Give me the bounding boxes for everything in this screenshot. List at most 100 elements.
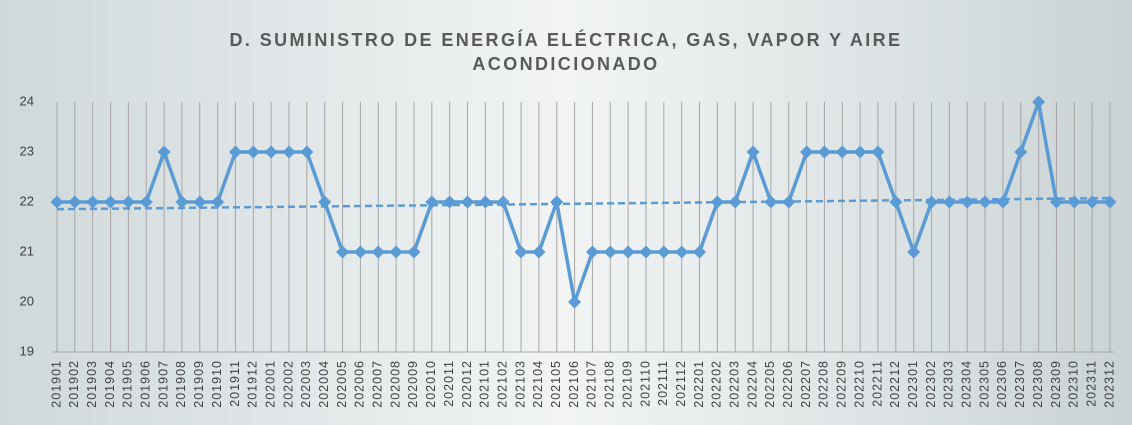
x-tick-label: 202310 [1067,360,1081,408]
data-point [800,145,814,159]
x-tick-label: 201901 [49,360,63,408]
y-tick-label: 21 [20,243,34,258]
x-tick-label: 202303 [942,360,956,408]
x-tick-label: 202107 [585,360,599,408]
data-point [353,245,367,259]
x-tick-label: 202306 [995,360,1009,408]
y-tick-label: 23 [20,143,34,158]
x-tick-label: 202109 [620,360,634,408]
x-tick-label: 202211 [870,360,884,407]
data-point [336,245,350,259]
data-point [139,195,153,209]
data-point [246,145,260,159]
data-point [300,145,314,159]
x-tick-label: 201907 [156,360,170,408]
chart-title: D. SUMINISTRO DE ENERGÍA ELÉCTRICA, GAS,… [229,30,903,74]
x-tick-label: 201911 [228,360,242,407]
x-tick-label: 202204 [745,360,759,408]
x-tick-label: 202106 [567,360,581,408]
x-tick-label: 202006 [353,360,367,408]
data-point [693,245,707,259]
x-tick-label: 202208 [817,360,831,408]
x-tick-label: 202104 [531,360,545,408]
x-tick-label: 202105 [549,360,563,408]
data-point [710,195,724,209]
x-tick-label: 202207 [799,360,813,408]
data-point [407,245,421,259]
data-point [389,245,403,259]
x-tick-label: 202210 [852,360,866,408]
data-point [657,245,671,259]
x-tick-label: 202201 [692,360,706,408]
data-point [942,195,956,209]
data-point [50,195,64,209]
data-point [514,245,528,259]
x-tick-label: 201904 [103,360,117,408]
data-point [585,245,599,259]
data-point [318,195,332,209]
x-tick-label: 202307 [1013,360,1027,408]
y-tick-label: 20 [20,293,34,308]
x-tick-label: 201910 [210,360,224,408]
data-point [443,195,457,209]
x-tick-label: 202008 [388,360,402,408]
data-point [621,245,635,259]
data-point [175,195,189,209]
data-point [550,195,564,209]
y-tick-label: 19 [20,343,34,358]
x-tick-label: 202209 [835,360,849,408]
x-tick-label: 201902 [67,360,81,408]
x-tick-label: 202206 [781,360,795,408]
y-tick-label: 22 [20,193,34,208]
x-tick-label: 202301 [906,360,920,408]
data-point [1103,195,1117,209]
data-point [835,145,849,159]
x-tick-label: 201912 [246,360,260,408]
x-tick-label: 202312 [1102,360,1116,408]
x-tick-label: 202203 [728,360,742,408]
x-tick-label: 202010 [424,360,438,408]
x-tick-label: 202004 [317,360,331,408]
data-point [1049,195,1063,209]
x-tick-label: 202308 [1031,360,1045,408]
data-point [532,245,546,259]
x-tick-label: 201906 [139,360,153,408]
x-tick-label: 202011 [442,360,456,407]
data-point [728,195,742,209]
data-point [496,195,510,209]
data-point [925,195,939,209]
data-point [228,145,242,159]
x-tick-label: 202205 [763,360,777,408]
x-tick-label: 202309 [1049,360,1063,408]
data-point [978,195,992,209]
data-point [960,195,974,209]
data-point [603,245,617,259]
data-point [568,295,582,309]
x-tick-label: 202110 [638,360,652,407]
data-point [264,145,278,159]
x-tick-label: 202005 [335,360,349,408]
x-tick-label: 202103 [513,360,527,408]
data-point [460,195,474,209]
data-point [871,145,885,159]
x-tick-label: 202111 [656,360,670,406]
x-tick-label: 202305 [977,360,991,408]
data-point [104,195,118,209]
data-point [1032,95,1046,109]
x-tick-label: 202304 [960,360,974,408]
x-tick-label: 201909 [192,360,206,408]
data-point [211,195,225,209]
data-point [157,145,171,159]
data-point [996,195,1010,209]
x-tick-label: 201905 [121,360,135,408]
data-point [675,245,689,259]
x-tick-label: 201903 [85,360,99,408]
data-point [371,245,385,259]
x-tick-label: 202002 [281,360,295,408]
data-point [764,195,778,209]
x-tick-label: 202001 [263,360,277,408]
data-point [639,245,653,259]
data-point [282,145,296,159]
x-tick-label: 202009 [406,360,420,408]
